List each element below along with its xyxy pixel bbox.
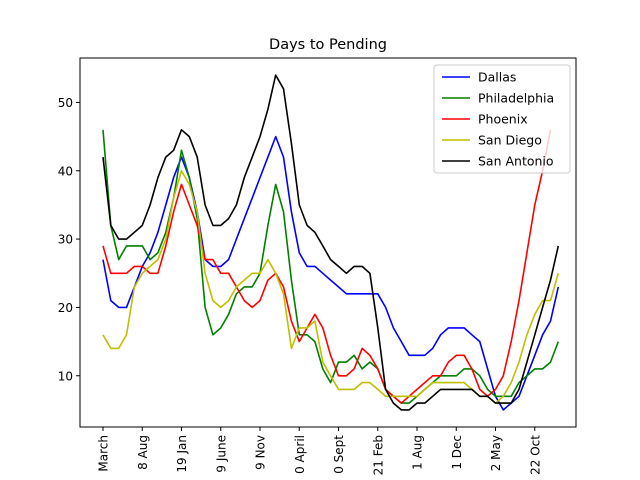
x-tick-label: March [97, 435, 111, 472]
series-line-phoenix [102, 129, 552, 404]
legend-label: Dallas [478, 70, 516, 85]
x-tick-label: 22 Oct [528, 435, 542, 475]
x-tick-label: 9 Nov [254, 435, 268, 470]
legend-box [433, 64, 571, 174]
legend-label: San Diego [478, 133, 542, 148]
legend-label: Phoenix [478, 112, 528, 127]
series-line-san-antonio [102, 74, 560, 411]
y-axis: 10 20 30 40 50 [58, 96, 80, 383]
x-tick-label: 8 Aug [136, 435, 150, 470]
y-tick-label: 40 [58, 164, 73, 178]
x-axis: March 8 Aug 19 Jan 9 June 9 Nov 0 April 0 Sept… [97, 427, 542, 475]
plot-area [102, 74, 560, 411]
plot-frame [79, 57, 577, 428]
x-tick-label: 21 Feb [371, 435, 385, 475]
series-line-philadelphia [102, 129, 560, 404]
x-tick-label: 1 Aug [411, 435, 425, 470]
legend: Dallas Philadelphia Phoenix San Diego San An… [433, 64, 571, 174]
x-tick-label: 19 Jan [175, 435, 189, 473]
x-tick-label: 0 April [293, 435, 307, 474]
legend-label: San Antonio [478, 154, 554, 169]
y-tick-label: 50 [58, 96, 73, 110]
y-tick-label: 10 [58, 369, 73, 383]
x-tick-label: 2 May [489, 435, 503, 471]
x-tick-label: 1 Dec [450, 435, 464, 470]
x-tick-label: 0 Sept [332, 435, 346, 474]
chart-title: Days to Pending [269, 37, 387, 53]
x-tick-label: 9 June [214, 435, 228, 473]
y-tick-label: 30 [58, 233, 73, 247]
legend-label: Philadelphia [478, 91, 554, 106]
y-tick-label: 20 [58, 301, 73, 315]
